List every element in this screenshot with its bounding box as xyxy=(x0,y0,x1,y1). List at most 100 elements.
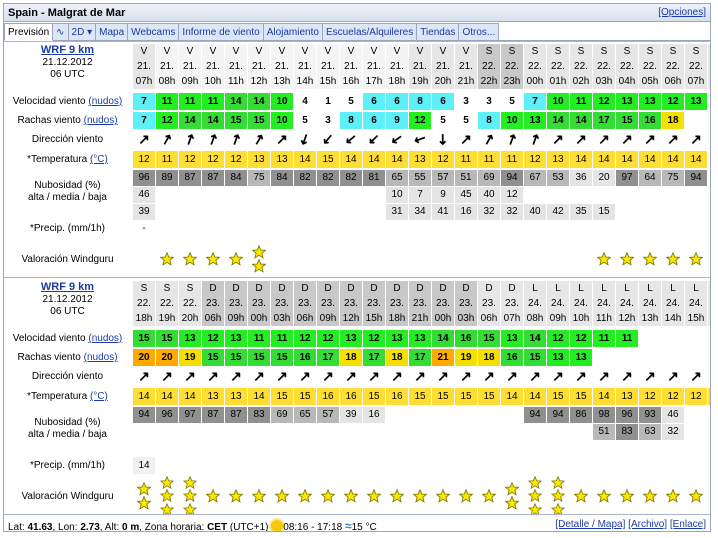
star-icon xyxy=(137,482,151,496)
lon-value: 2.73 xyxy=(80,522,100,532)
cloud-cell: 65 xyxy=(294,407,316,423)
data-cell: 6 xyxy=(386,93,408,110)
tab-4[interactable]: Webcams xyxy=(128,23,180,41)
time-column: S 22. 23h xyxy=(501,44,523,89)
data-cell: 14 xyxy=(179,388,201,405)
unit-link[interactable]: (°C) xyxy=(89,154,108,165)
data-cell: 13 xyxy=(225,388,247,405)
hour: 22h xyxy=(480,76,498,87)
wind-arrow-icon: ↗ xyxy=(296,130,314,150)
data-cell: 3 xyxy=(317,112,339,129)
unit-link[interactable]: (°C) xyxy=(89,391,108,402)
day-date: 23. xyxy=(505,298,519,309)
day-date: 23. xyxy=(275,298,289,309)
tab-3[interactable]: Mapa xyxy=(96,23,129,41)
star-icon xyxy=(160,476,174,490)
time-column: S 22. 05h xyxy=(639,44,661,89)
star-icon xyxy=(183,476,197,490)
unit-link[interactable]: (nudos) xyxy=(83,115,118,126)
tab-7[interactable]: Escuelas/Alquileres xyxy=(322,23,418,41)
unit-link[interactable]: (nudos) xyxy=(88,333,123,344)
data-cell: ↗ xyxy=(455,131,477,148)
data-cell: 18 xyxy=(340,349,362,366)
tab-0[interactable]: Previsión xyxy=(4,23,54,41)
model-link[interactable]: WRF 9 km xyxy=(40,44,95,56)
detail-map-link[interactable]: [Detalle / Mapa] xyxy=(555,519,626,530)
rating-cell xyxy=(478,476,500,516)
precip-cell xyxy=(685,220,707,237)
data-cell: 12 xyxy=(202,330,224,347)
model-info: WRF 9 km 21.12.2012 06 UTC xyxy=(4,44,131,81)
day-letter: D xyxy=(232,283,240,294)
cloud-cell xyxy=(363,204,385,220)
data-cell: 15 xyxy=(271,388,293,405)
tab-2[interactable]: 2D ▾ xyxy=(68,23,97,41)
wind-arrow-icon: ↗ xyxy=(481,129,497,149)
cloud-cell xyxy=(317,204,339,220)
data-cell: 13 xyxy=(409,330,431,347)
time-column: V 21. 18h xyxy=(386,44,408,89)
data-cell: 21 xyxy=(432,349,454,366)
tab-8[interactable]: Tiendas xyxy=(417,23,460,41)
options-link[interactable]: [Opciones] xyxy=(658,7,706,18)
data-cell: 13 xyxy=(685,93,707,110)
time-column: V 21. 19h xyxy=(409,44,431,89)
data-cell: 11 xyxy=(616,330,638,347)
data-cell: 14 xyxy=(524,388,546,405)
data-cell: ↗ xyxy=(133,131,155,148)
cloud-cell: 64 xyxy=(639,170,661,186)
cloud-cell xyxy=(363,187,385,203)
rating-cell xyxy=(386,476,408,516)
row-label: Velocidad viento (nudos) xyxy=(4,96,131,108)
data-cell: 16 xyxy=(317,388,339,405)
model-link[interactable]: WRF 9 km xyxy=(40,281,95,293)
data-cell: 11 xyxy=(455,151,477,168)
wind-arrow-icon: ↗ xyxy=(138,131,150,147)
data-cell: 11 xyxy=(156,151,178,168)
rating-cell xyxy=(455,239,477,279)
cloud-cell: 81 xyxy=(363,170,385,186)
cloud-label: Nubosidad (%) alta / media / baja xyxy=(4,180,131,204)
precip-cell xyxy=(524,220,546,237)
unit-link[interactable]: (nudos) xyxy=(88,96,123,107)
link-link[interactable]: [Enlace] xyxy=(669,519,706,530)
tab-1[interactable]: ∿ xyxy=(53,23,69,41)
data-cell: 15 xyxy=(455,388,477,405)
day-letter: L xyxy=(693,283,699,294)
cloud-cell: 42 xyxy=(547,204,569,220)
time-column: L24.16h xyxy=(708,281,710,326)
data-cell: 13 xyxy=(409,151,431,168)
hour: 18h xyxy=(388,313,406,324)
time-column: S 22. 06h xyxy=(662,44,684,89)
cloud-cell: 96 xyxy=(616,407,638,423)
data-cell: 13 xyxy=(271,151,293,168)
day-date: 22. xyxy=(528,61,542,72)
tab-5[interactable]: Informe de viento xyxy=(179,23,264,41)
cloud-cell: 97 xyxy=(616,170,638,186)
tab-6[interactable]: Alojamiento xyxy=(263,23,323,41)
day-date: 21. xyxy=(367,61,381,72)
star-icon xyxy=(482,489,496,503)
data-cell: 15 xyxy=(156,330,178,347)
star-icon xyxy=(229,489,243,503)
cloud-cell: 51 xyxy=(455,170,477,186)
cloud-cell: 97 xyxy=(179,407,201,423)
data-cell: ↗ xyxy=(708,368,710,385)
archive-link[interactable]: [Archivo] xyxy=(628,519,668,530)
cloud-cell: 63 xyxy=(639,424,661,440)
wind-arrow-icon: ↗ xyxy=(276,131,288,147)
day-date: 24. xyxy=(643,298,657,309)
cloud-row-0: 96 89 87 87 84 75 84 82 82 82 81 65 55 57 51 69 94 67 53 36… xyxy=(133,170,708,186)
precip-cell xyxy=(432,457,454,474)
hour: 15h xyxy=(687,313,705,324)
tab-9[interactable]: Otros... xyxy=(459,23,500,41)
hour: 00h xyxy=(526,76,544,87)
day-letter: D xyxy=(485,283,493,294)
cloud-cell: 65 xyxy=(386,170,408,186)
hour: 07h xyxy=(503,313,521,324)
water-temp: 15 °C xyxy=(351,522,377,532)
day-date: 22. xyxy=(137,298,151,309)
unit-link[interactable]: (nudos) xyxy=(83,352,118,363)
day-letter: D xyxy=(416,283,424,294)
spot-title: Spain - Malgrat de Mar xyxy=(8,7,126,19)
